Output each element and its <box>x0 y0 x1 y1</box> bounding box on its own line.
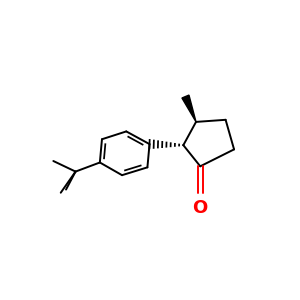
Polygon shape <box>182 95 196 122</box>
Text: O: O <box>193 200 208 217</box>
